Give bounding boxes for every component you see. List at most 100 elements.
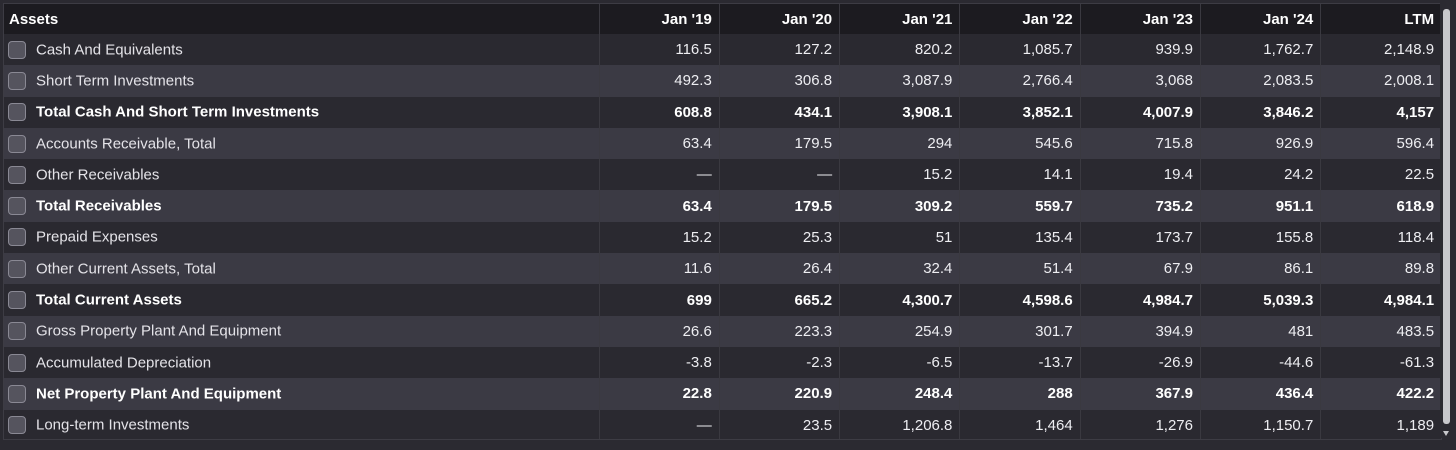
- row-checkbox[interactable]: [8, 322, 26, 341]
- row-checkbox[interactable]: [8, 259, 26, 278]
- row-label-cell: Net Property Plant And Equipment: [4, 378, 600, 410]
- value-cell: 951.1: [1200, 190, 1322, 222]
- value-cell: 67.9: [1080, 253, 1201, 285]
- value-cell: 820.2: [839, 34, 961, 66]
- table-row[interactable]: Cash And Equivalents 116.5 127.2 820.2 1,085…: [4, 34, 1441, 66]
- table-row[interactable]: Prepaid Expenses 15.2 25.3 51 135.4 173.7 155.…: [4, 221, 1441, 254]
- row-label: Other Receivables: [36, 166, 160, 184]
- table-row[interactable]: Accumulated Depreciation -3.8 -2.3 -6.5 -13.…: [4, 346, 1441, 379]
- value-cell: 3,908.1: [839, 96, 961, 128]
- value-cell: 596.4: [1320, 127, 1441, 160]
- value-cell: 436.4: [1200, 378, 1322, 410]
- value-cell: 715.8: [1080, 127, 1201, 160]
- value-cell: 26.6: [599, 315, 720, 347]
- header-column[interactable]: Jan '19: [599, 4, 720, 34]
- value-cell: 4,598.6: [959, 284, 1081, 316]
- row-checkbox[interactable]: [8, 40, 26, 59]
- table-row[interactable]: Total Current Assets 699 665.2 4,300.7 4,598…: [4, 284, 1441, 316]
- value-cell: -3.8: [599, 346, 720, 379]
- value-cell: -61.3: [1320, 346, 1441, 379]
- scroll-down-arrow-icon[interactable]: [1443, 431, 1449, 436]
- value-cell: 309.2: [839, 190, 961, 222]
- row-checkbox[interactable]: [8, 165, 26, 184]
- table-row[interactable]: Total Cash And Short Term Investments 608…: [4, 96, 1441, 128]
- value-cell: 118.4: [1320, 221, 1441, 254]
- value-cell: 618.9: [1320, 190, 1441, 222]
- value-cell: 367.9: [1080, 378, 1201, 410]
- value-cell: 11.6: [599, 253, 720, 285]
- value-cell: 939.9: [1080, 34, 1201, 66]
- row-checkbox[interactable]: [8, 228, 26, 247]
- value-cell: 32.4: [839, 253, 961, 285]
- table-row[interactable]: Other Receivables — —15.2 14.1 19.4 24.2 22.5: [4, 159, 1441, 191]
- value-cell: 481: [1200, 315, 1322, 347]
- row-label: Total Current Assets: [36, 291, 182, 309]
- row-label: Gross Property Plant And Equipment: [36, 322, 282, 340]
- value-cell: 434.1: [719, 96, 841, 128]
- value-cell: 4,157: [1320, 96, 1441, 128]
- row-label-cell: Accumulated Depreciation: [4, 346, 600, 379]
- value-cell: 288: [959, 378, 1081, 410]
- value-cell: 25.3: [719, 221, 841, 254]
- row-label-cell: Short Term Investments: [4, 65, 600, 97]
- row-label: Accumulated Depreciation: [36, 354, 212, 372]
- value-cell: 1,762.7: [1200, 34, 1322, 66]
- value-cell: 1,276: [1080, 409, 1201, 439]
- value-cell: 3,846.2: [1200, 96, 1322, 128]
- table-header-row: Assets Jan '19 Jan '20 Jan '21 Jan '22 J…: [4, 4, 1441, 34]
- row-checkbox[interactable]: [8, 197, 26, 216]
- value-cell: 254.9: [839, 315, 961, 347]
- header-assets[interactable]: Assets: [4, 4, 600, 34]
- table-row[interactable]: Gross Property Plant And Equipment 26.6 22…: [4, 315, 1441, 347]
- value-cell: 248.4: [839, 378, 961, 410]
- value-cell: -26.9: [1080, 346, 1201, 379]
- value-cell: 26.4: [719, 253, 841, 285]
- value-cell: 4,007.9: [1080, 96, 1201, 128]
- row-checkbox[interactable]: [8, 384, 26, 403]
- value-cell: 3,068: [1080, 65, 1201, 97]
- table-row[interactable]: Short Term Investments 492.3 306.8 3,087.9 2…: [4, 65, 1441, 97]
- row-label-cell: Other Current Assets, Total: [4, 253, 600, 285]
- value-cell: 23.5: [719, 409, 841, 439]
- vertical-scrollbar[interactable]: [1440, 3, 1453, 438]
- row-label-cell: Total Current Assets: [4, 284, 600, 316]
- header-column[interactable]: Jan '23: [1080, 4, 1201, 34]
- value-cell: 294: [839, 127, 961, 160]
- row-label-cell: Total Receivables: [4, 190, 600, 222]
- value-cell: 15.2: [599, 221, 720, 254]
- row-checkbox[interactable]: [8, 353, 26, 372]
- row-label-cell: Long-term Investments: [4, 409, 600, 439]
- table-row[interactable]: Accounts Receivable, Total 63.4 179.5 294 54…: [4, 127, 1441, 160]
- value-cell: 86.1: [1200, 253, 1322, 285]
- value-cell: 19.4: [1080, 159, 1201, 191]
- value-cell: 63.4: [599, 127, 720, 160]
- value-cell: 179.5: [719, 190, 841, 222]
- value-cell: 699: [599, 284, 720, 316]
- table-row[interactable]: Net Property Plant And Equipment 22.8 220.…: [4, 378, 1441, 410]
- value-cell: —: [719, 159, 841, 191]
- value-cell: —: [599, 159, 720, 191]
- value-cell: 735.2: [1080, 190, 1201, 222]
- table-row[interactable]: Long-term Investments —23.5 1,206.8 1,464 1,…: [4, 409, 1441, 439]
- row-checkbox[interactable]: [8, 291, 26, 310]
- scrollbar-thumb[interactable]: [1443, 9, 1450, 424]
- row-label: Short Term Investments: [36, 72, 195, 90]
- value-cell: 4,984.7: [1080, 284, 1201, 316]
- value-cell: 14.1: [959, 159, 1081, 191]
- table-row[interactable]: Other Current Assets, Total 11.6 26.4 32.4 5…: [4, 253, 1441, 285]
- table-row[interactable]: Total Receivables 63.4 179.5 309.2 559.7 735.…: [4, 190, 1441, 222]
- header-column[interactable]: Jan '20: [719, 4, 841, 34]
- header-column[interactable]: Jan '22: [959, 4, 1081, 34]
- value-cell: 127.2: [719, 34, 841, 66]
- value-cell: 1,189: [1320, 409, 1441, 439]
- header-column[interactable]: LTM: [1320, 4, 1441, 34]
- row-checkbox[interactable]: [8, 71, 26, 90]
- value-cell: 1,206.8: [839, 409, 961, 439]
- header-column[interactable]: Jan '21: [839, 4, 961, 34]
- header-column[interactable]: Jan '24: [1200, 4, 1322, 34]
- row-checkbox[interactable]: [8, 103, 26, 122]
- value-cell: 15.2: [839, 159, 961, 191]
- row-checkbox[interactable]: [8, 134, 26, 153]
- row-label: Prepaid Expenses: [36, 228, 158, 246]
- row-checkbox[interactable]: [8, 416, 26, 435]
